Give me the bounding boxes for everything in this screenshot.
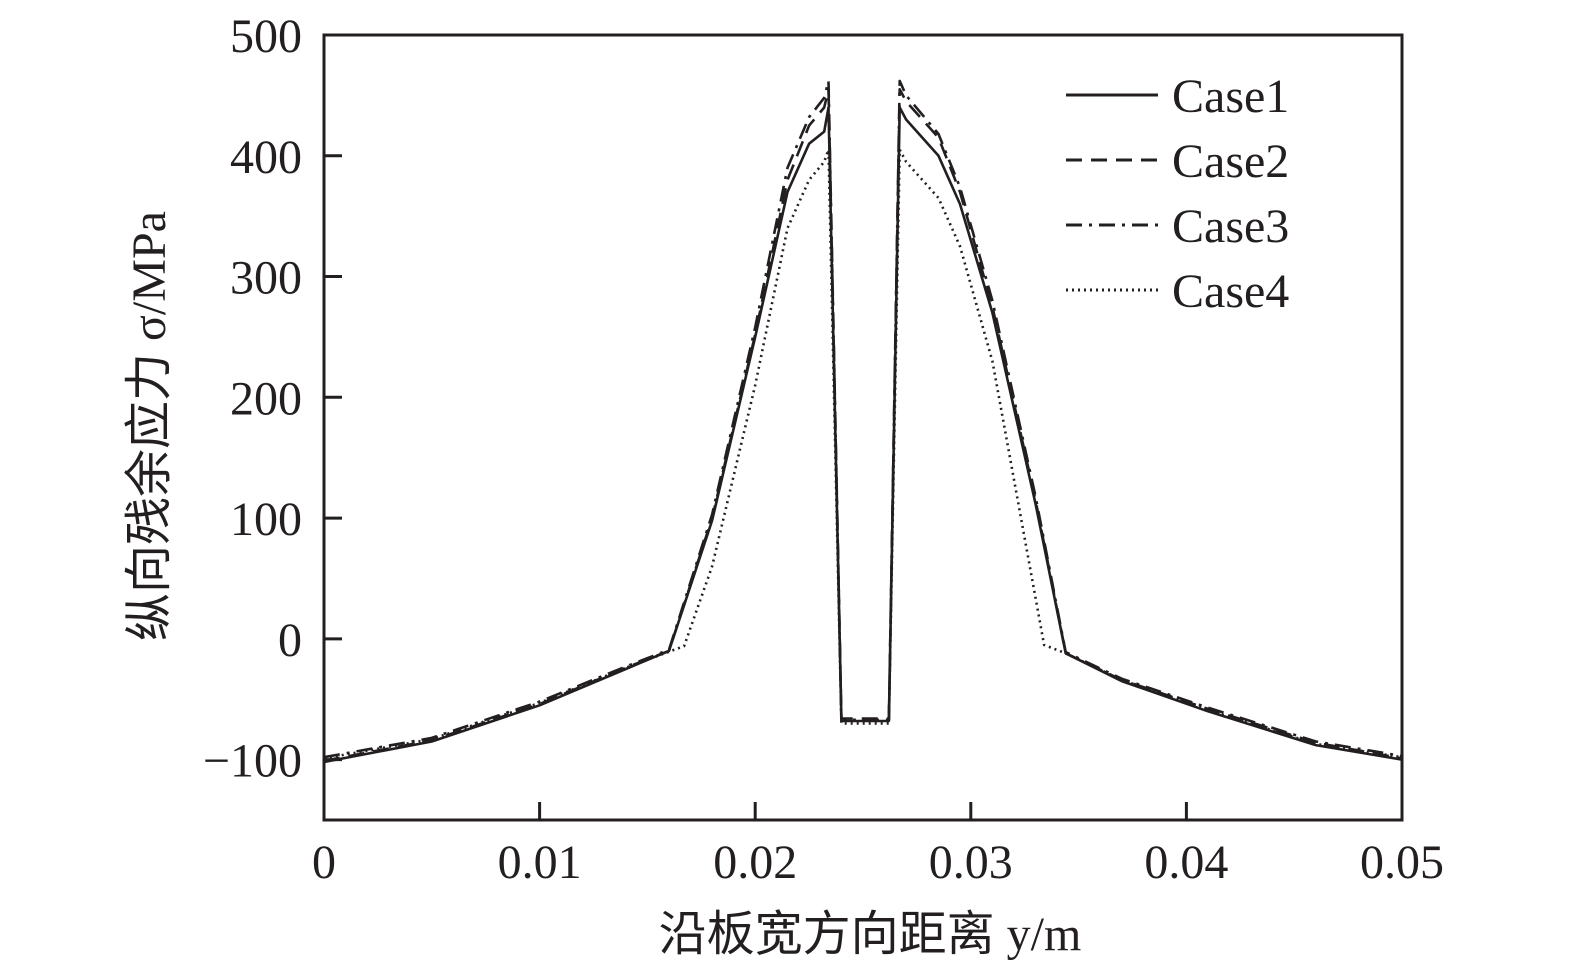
axis-ticks: 0 0.01 0.02 0.03 0.04 0.05−100010020030040050… [203, 10, 1444, 889]
legend: Case1 Case2 Case3 Case4 [1066, 70, 1289, 318]
x-tick-label: 0.05 [1360, 836, 1444, 889]
y-tick-label: 200 [230, 372, 302, 425]
plot-area-border [322, 33, 1404, 822]
x-axis-title: 沿板宽方向距离 y/m [659, 908, 1082, 961]
plot-frame [322, 33, 1404, 822]
legend-label-case4: Case4 [1172, 265, 1289, 318]
legend-label-case3: Case3 [1172, 200, 1289, 253]
series-lines [323, 79, 1403, 764]
series-line-case3 [323, 79, 1403, 759]
y-tick-label: 0 [278, 614, 302, 667]
x-tick-label: 0 [312, 836, 336, 889]
legend-label-case1: Case1 [1172, 70, 1289, 123]
y-tick-label: 100 [230, 493, 302, 546]
y-tick-label: 300 [230, 252, 302, 305]
y-tick-label: −100 [203, 735, 302, 788]
legend-label-case2: Case2 [1172, 135, 1289, 188]
y-tick-label: 400 [230, 131, 302, 184]
x-tick-label: 0.03 [929, 836, 1013, 889]
y-tick-label: 500 [230, 10, 302, 63]
x-tick-label: 0.01 [498, 836, 582, 889]
y-axis-title: 纵向残余应力 σ/MPa [123, 211, 176, 641]
x-tick-label: 0.04 [1144, 836, 1228, 889]
x-tick-label: 0.02 [713, 836, 797, 889]
